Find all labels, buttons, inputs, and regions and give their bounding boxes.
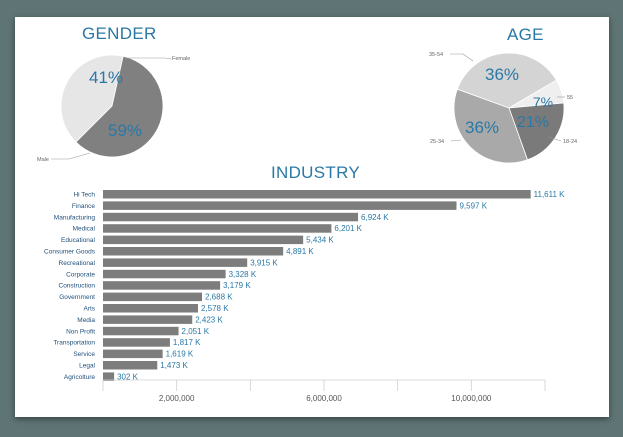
bar-value-label: 4,891 K (286, 247, 314, 256)
industry-bar (103, 201, 457, 210)
age-label-25-34: 25-34 (430, 139, 444, 145)
male-label: Male (37, 157, 49, 163)
bar-value-label: 1,619 K (166, 350, 194, 359)
infographic-card: GENDER AGE INDUSTRY 41% 59% Female Male 36% 7… (15, 17, 609, 417)
bar-value-label: 1,817 K (173, 338, 201, 347)
bar-value-label: 9,597 K (459, 201, 487, 210)
bar-value-label: 2,051 K (182, 327, 210, 336)
industry-bar (103, 349, 163, 359)
gender-pct-female: 41% (89, 68, 123, 87)
gender-title: GENDER (82, 24, 157, 43)
age-pct-35-54: 36% (485, 65, 519, 84)
age-leader-18-24 (548, 136, 562, 142)
industry-bar (103, 292, 203, 302)
bar-value-label: 3,328 K (229, 270, 257, 279)
category-label: Legal (79, 363, 95, 370)
industry-title: INDUSTRY (271, 163, 360, 182)
industry-bar (103, 304, 198, 313)
category-label: Manufacturing (54, 214, 96, 221)
x-tick-label: 2,000,000 (159, 394, 195, 403)
bar-value-label: 5,434 K (306, 236, 334, 245)
age-label-55: 55 (567, 95, 573, 101)
charts-canvas: 41% 59% Female Male 36% 7% 21% 36% 35-54 55 18-24 2… (37, 52, 577, 403)
gender-slice-female (60, 54, 124, 143)
industry-bar (103, 338, 170, 347)
industry-bar (103, 281, 221, 290)
age-pct-55: 7% (533, 94, 553, 110)
bar-value-label: 2,423 K (195, 315, 223, 324)
age-pct-25-34: 36% (465, 118, 499, 137)
industry-bar (103, 258, 248, 267)
category-label: Transportation (53, 340, 95, 347)
industry-bar (103, 326, 179, 336)
industry-bar (103, 247, 284, 256)
category-label: Construction (59, 283, 96, 290)
age-leader-25-34 (450, 139, 462, 142)
category-label: Non Profit (66, 328, 95, 335)
bar-value-label: 302 K (117, 372, 139, 381)
category-label: Service (73, 351, 95, 358)
bar-value-label: 2,688 K (205, 293, 233, 302)
bar-value-label: 11,611 K (534, 190, 566, 199)
category-label: Educational (61, 237, 96, 244)
industry-bar (103, 212, 359, 222)
industry-bar (103, 269, 226, 279)
bar-value-label: 6,201 K (334, 224, 362, 233)
female-label: Female (172, 56, 190, 62)
bar-value-label: 3,915 K (250, 258, 278, 267)
age-label-35-54: 35-54 (429, 52, 443, 58)
gender-pct-male: 59% (108, 121, 142, 140)
industry-bar (103, 224, 332, 233)
age-label-18-24: 18-24 (563, 139, 577, 145)
category-label: Government (59, 294, 95, 301)
industry-bar (103, 235, 304, 245)
age-slice-25-34 (453, 88, 528, 164)
x-tick-label: 6,000,000 (306, 394, 342, 403)
bar-value-label: 6,924 K (361, 213, 389, 222)
industry-bar (103, 315, 193, 324)
category-label: Arts (83, 306, 95, 313)
category-label: Media (77, 317, 95, 324)
bar-value-label: 2,578 K (201, 304, 229, 313)
age-title: AGE (507, 25, 544, 44)
industry-bar (103, 372, 115, 381)
category-label: Finance (72, 203, 96, 210)
gender-slice-male (75, 55, 164, 158)
industry-bar (103, 190, 531, 199)
industry-bar (103, 361, 158, 370)
category-label: Medical (73, 226, 96, 233)
category-label: Corporate (66, 271, 95, 278)
bar-value-label: 3,179 K (223, 281, 251, 290)
bar-value-label: 1,473 K (160, 361, 188, 370)
male-leader-line (51, 152, 91, 160)
category-label: Hi Tech (73, 192, 95, 199)
female-leader-line (125, 57, 172, 60)
x-tick-label: 10,000,000 (451, 394, 492, 403)
category-label: Recreational (59, 260, 96, 267)
category-label: Consumer Goods (44, 249, 96, 256)
age-leader-35-54 (450, 53, 474, 62)
category-label: Agricolture (64, 374, 95, 381)
age-pct-18-24: 21% (517, 114, 549, 131)
